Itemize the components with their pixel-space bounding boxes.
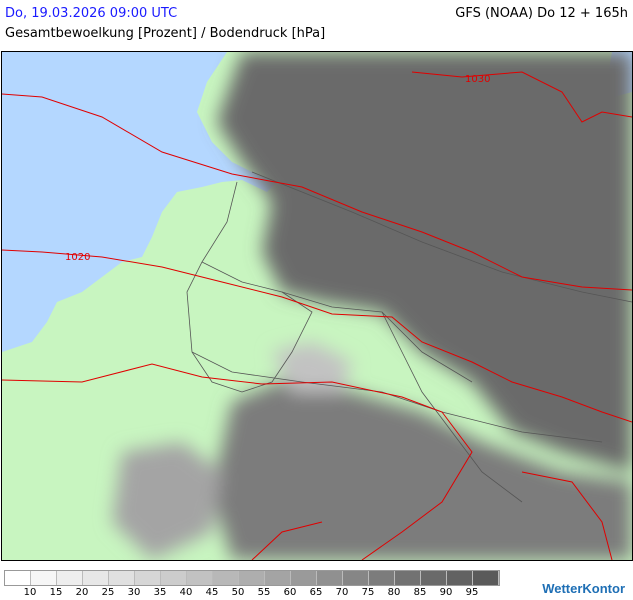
legend-label: 50 xyxy=(231,587,245,598)
isobar-south xyxy=(2,363,473,560)
legend-swatch xyxy=(31,571,57,585)
isobar-label: 1030 xyxy=(465,74,490,85)
legend-label: 15 xyxy=(49,587,63,598)
legend-label: 45 xyxy=(205,587,219,598)
wetterkontor-logo: WetterKontor xyxy=(542,581,625,596)
legend-label: 25 xyxy=(101,587,115,598)
legend-swatch xyxy=(291,571,317,585)
legend-swatch xyxy=(421,571,447,585)
legend-label: 30 xyxy=(127,587,141,598)
isobar-1020 xyxy=(2,93,632,291)
cloud-cover xyxy=(112,52,632,560)
cloud-cover-map: 1020 1030 xyxy=(1,51,633,561)
legend-swatch xyxy=(161,571,187,585)
legend-swatch xyxy=(447,571,473,585)
isobar-southwest xyxy=(251,521,323,560)
legend-swatch xyxy=(57,571,83,585)
model-run: GFS (NOAA) Do 12 + 165h xyxy=(455,6,628,21)
legend-label: 40 xyxy=(179,587,193,598)
isobar-southeast xyxy=(521,471,613,560)
isobar-label: 1020 xyxy=(65,252,90,263)
legend-swatch xyxy=(369,571,395,585)
legend-swatch xyxy=(213,571,239,585)
legend-label: 95 xyxy=(465,587,479,598)
legend-label: 70 xyxy=(335,587,349,598)
forecast-datetime: Do, 19.03.2026 09:00 UTC xyxy=(5,6,178,21)
legend-swatch xyxy=(5,571,31,585)
legend-swatch xyxy=(473,571,499,585)
isobars xyxy=(2,71,632,560)
legend-label: 85 xyxy=(413,587,427,598)
isobar-1030 xyxy=(411,71,632,123)
legend-label: 65 xyxy=(309,587,323,598)
legend-swatch xyxy=(317,571,343,585)
legend-label: 60 xyxy=(283,587,297,598)
legend-swatch xyxy=(83,571,109,585)
legend-swatch xyxy=(343,571,369,585)
legend-label: 20 xyxy=(75,587,89,598)
legend-label: 90 xyxy=(439,587,453,598)
legend-label: 80 xyxy=(387,587,401,598)
map-title: Gesamtbewoelkung [Prozent] / Bodendruck … xyxy=(5,26,326,41)
legend-swatch xyxy=(187,571,213,585)
legend-label: 35 xyxy=(153,587,167,598)
legend-swatch xyxy=(239,571,265,585)
legend-swatch xyxy=(109,571,135,585)
legend-swatch xyxy=(395,571,421,585)
legend-label: 75 xyxy=(361,587,375,598)
country-borders xyxy=(186,171,632,503)
legend-swatch xyxy=(265,571,291,585)
sea-area xyxy=(2,52,277,352)
legend-swatch xyxy=(135,571,161,585)
isobar-1020-west xyxy=(2,249,632,423)
legend-label: 55 xyxy=(257,587,271,598)
legend-label: 10 xyxy=(23,587,37,598)
color-legend xyxy=(4,570,500,586)
